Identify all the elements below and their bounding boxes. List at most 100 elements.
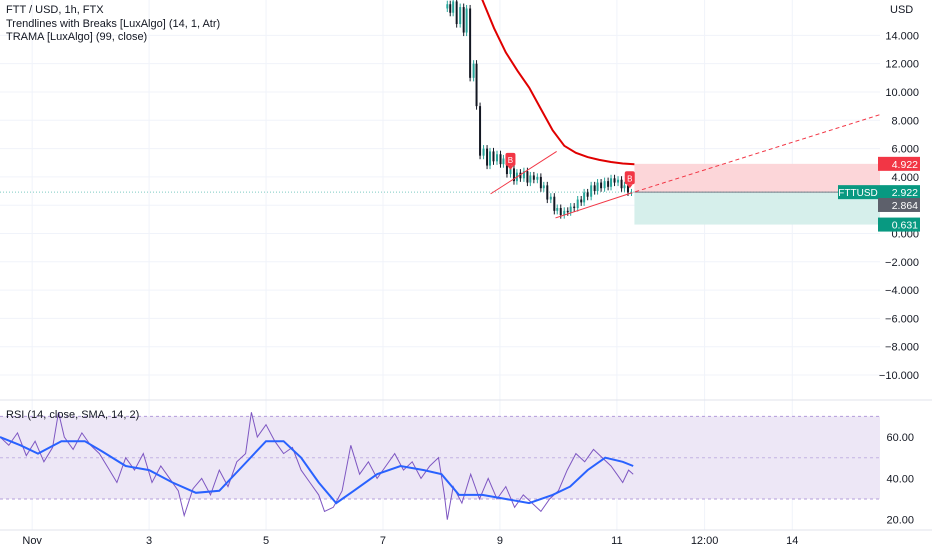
candle-body (519, 172, 522, 179)
candle-body (446, 4, 449, 9)
signal-pointer (626, 184, 633, 189)
candle-body (452, 1, 455, 13)
candle-body (576, 199, 579, 209)
candle-body (549, 196, 552, 200)
price-tick-label: 6.000 (891, 144, 919, 156)
candle (479, 102, 482, 160)
price-tag-bg (878, 197, 920, 212)
signal-label: B (627, 174, 632, 183)
candle (496, 150, 499, 165)
candle-body (617, 179, 620, 183)
position-zones (0, 163, 880, 225)
candle (475, 60, 478, 110)
candle (542, 181, 545, 192)
candle-body (509, 168, 512, 175)
candle (499, 150, 502, 168)
candle-body (593, 185, 596, 192)
candle (576, 196, 579, 212)
candle-body (499, 154, 502, 165)
trama-line (481, 0, 635, 166)
time-tick-label: 9 (497, 535, 503, 547)
price-tick-label: −2.000 (885, 257, 919, 269)
candle-body (505, 158, 508, 175)
time-tick-label: Nov (22, 535, 42, 547)
candle-body (600, 182, 603, 189)
candle (620, 176, 623, 192)
candle (452, 0, 455, 17)
candle-body (472, 63, 475, 78)
rsi-tick-label: 60.00 (886, 432, 914, 444)
price-tick-label: −6.000 (885, 313, 919, 325)
candle-body (573, 206, 576, 209)
price-tick-label: 4.000 (891, 172, 919, 184)
price-tick-label: −8.000 (885, 342, 919, 354)
candle-body (482, 148, 485, 156)
price-tag-value: 2.864 (892, 200, 918, 212)
indicator-trama-label[interactable]: TRAMA [LuxAlgo] (99, close) (6, 31, 148, 43)
trendline (628, 114, 881, 195)
candles (446, 0, 633, 219)
candle-body (532, 175, 535, 180)
candle (613, 174, 616, 187)
candle (482, 145, 485, 160)
candle-body (559, 208, 562, 216)
candle-body (488, 151, 491, 166)
candle (546, 181, 549, 204)
candle (536, 173, 539, 184)
price-tick-label: −4.000 (885, 285, 919, 297)
candle (596, 179, 599, 195)
candle (553, 193, 556, 215)
trama-series-line (481, 0, 635, 166)
signal-box (624, 171, 635, 185)
price-tick-label: 10.000 (885, 87, 919, 99)
time-tick-label: 3 (146, 535, 152, 547)
rsi-tick-label: 40.00 (886, 473, 914, 485)
candle-body (563, 210, 566, 216)
candle-body (596, 182, 599, 192)
candle (563, 207, 566, 219)
price-tick-label: 12.000 (885, 59, 919, 71)
price-tick-label: −10.000 (879, 370, 919, 382)
candle-body (492, 151, 495, 162)
trendline (490, 151, 557, 195)
candle (459, 3, 462, 28)
time-tick-label: 12:00 (691, 535, 719, 547)
symbol-title[interactable]: FTT / USD, 1h, FTX (6, 4, 104, 16)
rsi-ma-line (0, 436, 634, 505)
candle (488, 147, 491, 170)
candle-body (465, 8, 468, 33)
signal-labels: BB (505, 152, 635, 189)
break-signal: B (624, 171, 635, 189)
rsi-legend[interactable]: RSI (14, close, SMA, 14, 2) (6, 409, 140, 421)
candle (600, 179, 603, 192)
candle-body (566, 210, 569, 213)
candle (512, 164, 515, 185)
time-tick-label: 7 (380, 535, 386, 547)
candle-body (553, 196, 556, 211)
price-tag: 2.864 (878, 197, 920, 212)
candle (569, 203, 572, 216)
candle (522, 167, 525, 182)
time-tick-label: 11 (611, 535, 622, 547)
candle-body (613, 178, 616, 183)
rsi-line (0, 412, 634, 520)
price-tag-symbol-bg (838, 185, 878, 200)
candle-body (459, 7, 462, 25)
candle (446, 0, 449, 13)
signal-label: B (508, 156, 513, 165)
price-tag-value: 4.922 (892, 159, 918, 171)
indicator-trendlines-label[interactable]: Trendlines with Breaks [LuxAlgo] (14, 1,… (6, 17, 221, 30)
candle-body (475, 63, 478, 107)
price-tag-bg (878, 156, 920, 171)
candle-body (455, 1, 458, 25)
candle (529, 171, 532, 187)
candle-body (626, 185, 629, 193)
candle (532, 171, 535, 184)
candle-body (569, 206, 572, 213)
trendline (555, 193, 629, 219)
currency-label: USD (890, 4, 914, 16)
rsi-panel: 60.00 40.00 20.00 (0, 412, 914, 527)
time-tick-label: 5 (263, 535, 269, 547)
candle-body (610, 178, 613, 187)
